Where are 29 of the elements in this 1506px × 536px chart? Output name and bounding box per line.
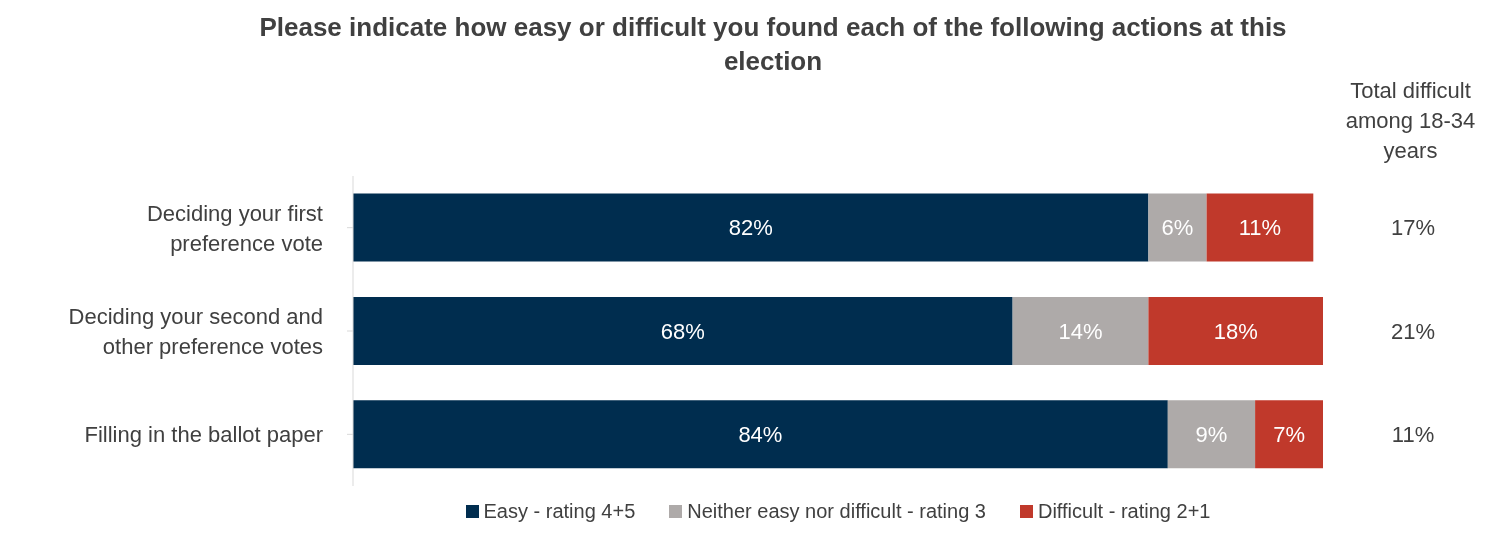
bar [1255,400,1323,469]
bar [1012,296,1149,365]
data-label: 11% [1238,215,1282,241]
text: 11% [1391,421,1435,447]
bar [353,400,1168,469]
y-tick-label: Filling in the ballot paper [84,421,323,447]
data-label: 18% [1213,318,1258,344]
bar [353,193,1149,262]
text: Total difficult among 18-34 years [1344,77,1477,165]
bar [1167,400,1256,469]
chart-title: Please indicate how easy or difficult you found each of the following actions at this election [258,11,1288,78]
data-label: 84% [738,422,783,448]
bar [1148,193,1207,262]
data-label: 7% [1273,422,1305,448]
y-tick-label: Deciding your second and other preference votes [68,303,323,359]
data-label: 14% [1058,318,1103,344]
y-tick-label: Deciding your first preference vote [146,200,323,256]
text: 17% [1390,215,1436,241]
data-label: 68% [660,318,705,344]
legend-label: Easy - rating 4+5 [482,500,636,523]
bar [1206,193,1314,262]
legend-label: Difficult - rating 2+1 [1036,500,1211,523]
bar [353,296,1013,365]
bar [1148,296,1323,365]
text: 21% [1390,318,1436,344]
legend-label: Neither easy nor difficult - rating 3 [686,500,986,523]
data-label: 82% [728,215,773,241]
data-label: 9% [1195,422,1228,448]
data-label: 6% [1161,215,1194,241]
